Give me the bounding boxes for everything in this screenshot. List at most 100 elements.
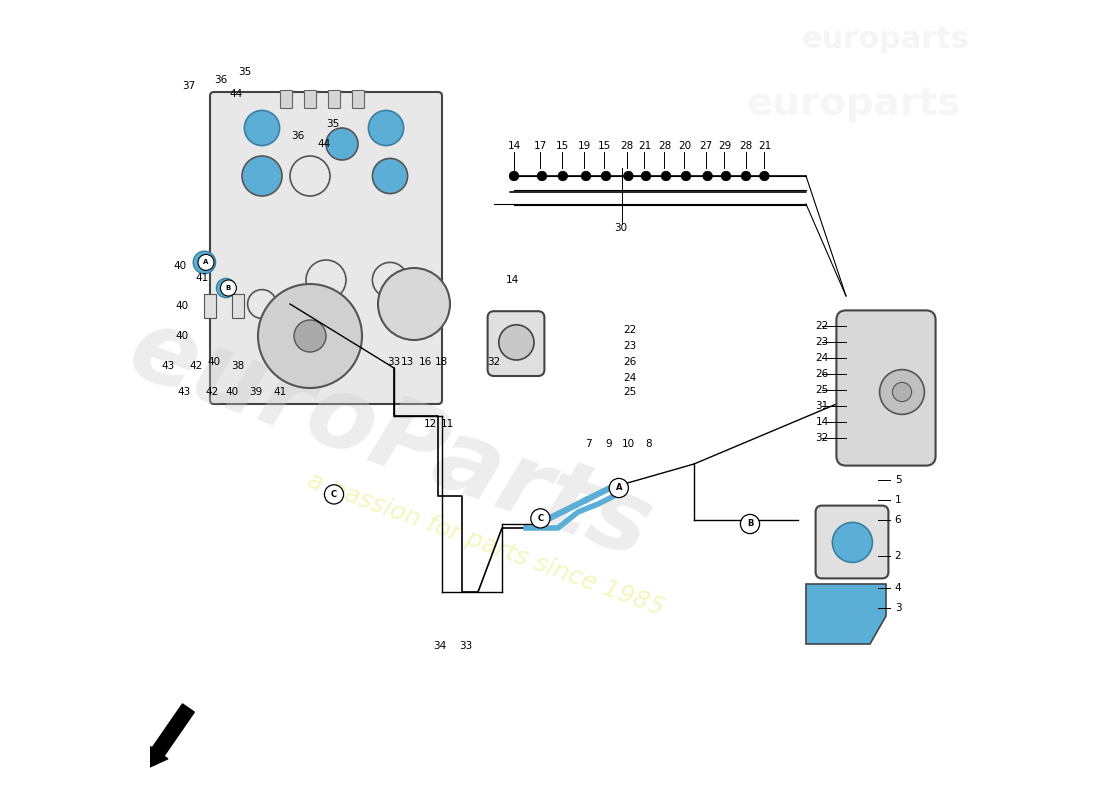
Text: 23: 23 <box>624 341 637 350</box>
Text: 35: 35 <box>326 119 339 129</box>
Circle shape <box>244 110 279 146</box>
Text: A: A <box>616 483 623 493</box>
Text: 36: 36 <box>213 75 227 85</box>
Circle shape <box>306 260 346 300</box>
Circle shape <box>290 156 330 196</box>
Text: B: B <box>747 519 754 529</box>
Text: 21: 21 <box>638 141 651 150</box>
Text: 19: 19 <box>578 141 591 150</box>
Text: 28: 28 <box>620 141 634 150</box>
Text: 21: 21 <box>758 141 771 150</box>
Circle shape <box>368 110 404 146</box>
Circle shape <box>537 171 547 181</box>
Circle shape <box>892 382 912 402</box>
Text: 37: 37 <box>182 81 195 90</box>
Text: 27: 27 <box>700 141 713 150</box>
Circle shape <box>661 171 671 181</box>
Circle shape <box>624 171 634 181</box>
Circle shape <box>373 158 408 194</box>
Polygon shape <box>806 584 886 644</box>
Text: 31: 31 <box>815 402 828 411</box>
Circle shape <box>740 514 760 534</box>
Text: 42: 42 <box>190 362 204 371</box>
Text: 13: 13 <box>402 358 415 367</box>
Text: a passion for parts since 1985: a passion for parts since 1985 <box>305 468 668 620</box>
Text: 28: 28 <box>658 141 671 150</box>
Text: 29: 29 <box>718 141 732 150</box>
Text: 34: 34 <box>433 642 447 651</box>
Bar <box>232 294 244 318</box>
Text: 7: 7 <box>585 439 592 449</box>
Text: 25: 25 <box>815 386 828 395</box>
Text: 40: 40 <box>208 357 221 366</box>
Text: 10: 10 <box>621 439 635 449</box>
Text: 2: 2 <box>894 551 901 561</box>
Circle shape <box>602 171 610 181</box>
Text: 12: 12 <box>424 419 437 429</box>
Text: 11: 11 <box>441 419 454 429</box>
FancyBboxPatch shape <box>487 311 544 376</box>
Circle shape <box>641 171 651 181</box>
Text: 6: 6 <box>894 515 901 525</box>
Text: 5: 5 <box>894 475 901 485</box>
Text: 42: 42 <box>206 387 219 397</box>
Text: 39: 39 <box>249 387 262 397</box>
Text: C: C <box>537 514 543 523</box>
Text: A: A <box>204 259 209 266</box>
Text: 32: 32 <box>487 358 500 367</box>
Circle shape <box>880 370 924 414</box>
Circle shape <box>760 171 769 181</box>
Text: 38: 38 <box>231 362 244 371</box>
Bar <box>328 90 340 108</box>
FancyBboxPatch shape <box>836 310 936 466</box>
Bar <box>304 90 317 108</box>
Circle shape <box>194 251 216 274</box>
Text: 43: 43 <box>161 362 174 371</box>
Bar <box>204 294 217 318</box>
Circle shape <box>294 320 326 352</box>
Text: 20: 20 <box>678 141 691 150</box>
Text: 40: 40 <box>174 261 187 270</box>
Text: 4: 4 <box>894 583 901 593</box>
Circle shape <box>248 290 276 318</box>
Circle shape <box>558 171 568 181</box>
Text: C: C <box>331 490 337 499</box>
Text: 17: 17 <box>534 141 547 150</box>
Text: 16: 16 <box>419 358 432 367</box>
FancyBboxPatch shape <box>210 92 442 404</box>
Circle shape <box>242 156 282 196</box>
Text: 24: 24 <box>815 354 828 363</box>
Circle shape <box>324 485 343 504</box>
Text: 18: 18 <box>434 358 448 367</box>
Circle shape <box>741 171 751 181</box>
Circle shape <box>722 171 730 181</box>
Circle shape <box>498 325 534 360</box>
Circle shape <box>217 278 235 298</box>
Text: B: B <box>226 285 231 291</box>
Circle shape <box>531 509 550 528</box>
Text: 23: 23 <box>815 338 828 347</box>
Text: euroParts: euroParts <box>116 301 664 579</box>
Circle shape <box>378 268 450 340</box>
Text: 36: 36 <box>292 131 305 141</box>
Circle shape <box>509 171 519 181</box>
Text: 1: 1 <box>894 495 901 505</box>
FancyArrow shape <box>146 704 195 769</box>
Text: 30: 30 <box>614 223 627 233</box>
Text: 43: 43 <box>177 387 190 397</box>
Circle shape <box>833 522 872 562</box>
Text: 40: 40 <box>175 301 188 310</box>
Text: 26: 26 <box>624 357 637 366</box>
Circle shape <box>326 128 358 160</box>
Text: 22: 22 <box>815 322 828 331</box>
Text: 35: 35 <box>238 67 251 77</box>
Circle shape <box>258 284 362 388</box>
Text: 8: 8 <box>645 439 651 449</box>
Text: 22: 22 <box>624 325 637 334</box>
Text: 14: 14 <box>815 418 828 427</box>
Circle shape <box>703 171 713 181</box>
Text: 24: 24 <box>624 373 637 382</box>
Text: 15: 15 <box>556 141 569 150</box>
Text: 41: 41 <box>196 274 209 283</box>
Bar <box>279 90 293 108</box>
